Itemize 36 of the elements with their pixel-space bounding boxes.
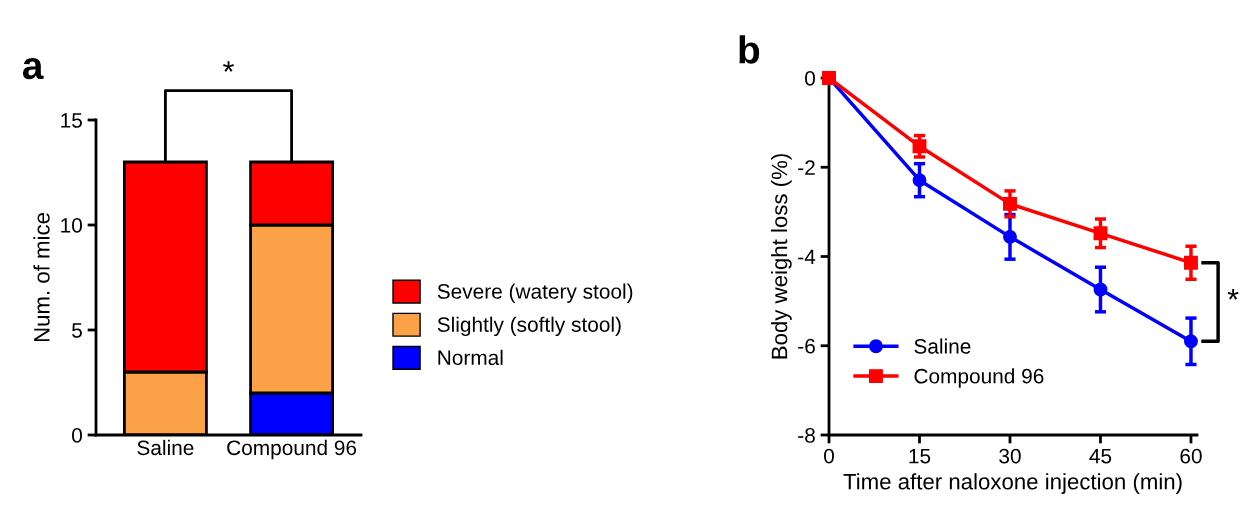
point bbox=[1093, 226, 1108, 241]
y-axis-title: Body weight loss (%) bbox=[771, 154, 792, 359]
point bbox=[1093, 282, 1108, 297]
legend-label: Slightly (softly stool) bbox=[437, 316, 621, 337]
point bbox=[1184, 334, 1198, 349]
legend-label: Compound 96 bbox=[914, 368, 1044, 388]
x-tick-label: 45 bbox=[1089, 448, 1112, 464]
y-tick-label: 10 bbox=[61, 218, 82, 233]
point bbox=[1003, 196, 1017, 211]
point bbox=[1184, 255, 1198, 270]
y-tick-label: 5 bbox=[72, 323, 82, 338]
x-tick-label: 0 bbox=[824, 448, 834, 464]
legend-label: Normal bbox=[438, 349, 503, 366]
legend-label: Saline bbox=[914, 338, 971, 354]
x-tick-label: Saline bbox=[137, 439, 194, 456]
point bbox=[1003, 229, 1017, 244]
chart-title: a bbox=[22, 57, 44, 80]
y-axis-title: Num. of mice bbox=[33, 213, 50, 342]
y-tick-label: -6 bbox=[798, 338, 815, 354]
x-axis-title: Time after naloxone injection (min) bbox=[843, 473, 1182, 494]
x-tick-label: Compound 96 bbox=[227, 439, 357, 460]
y-tick-label: -2 bbox=[798, 160, 815, 175]
text: * bbox=[223, 61, 234, 72]
text: * bbox=[1227, 288, 1239, 300]
y-tick-label: 0 bbox=[805, 71, 815, 86]
x-tick-label: 15 bbox=[909, 448, 931, 464]
legend-label: Severe (watery stool) bbox=[437, 283, 633, 303]
y-tick-label: 0 bbox=[72, 428, 82, 443]
chart-title: b bbox=[739, 35, 760, 64]
point bbox=[912, 173, 927, 188]
point bbox=[912, 139, 927, 154]
y-tick-label: -4 bbox=[798, 249, 816, 265]
y-tick-label: 15 bbox=[61, 113, 82, 128]
y-tick-label: -8 bbox=[798, 428, 815, 443]
x-tick-label: 60 bbox=[1180, 448, 1202, 464]
x-tick-label: 30 bbox=[999, 448, 1021, 464]
